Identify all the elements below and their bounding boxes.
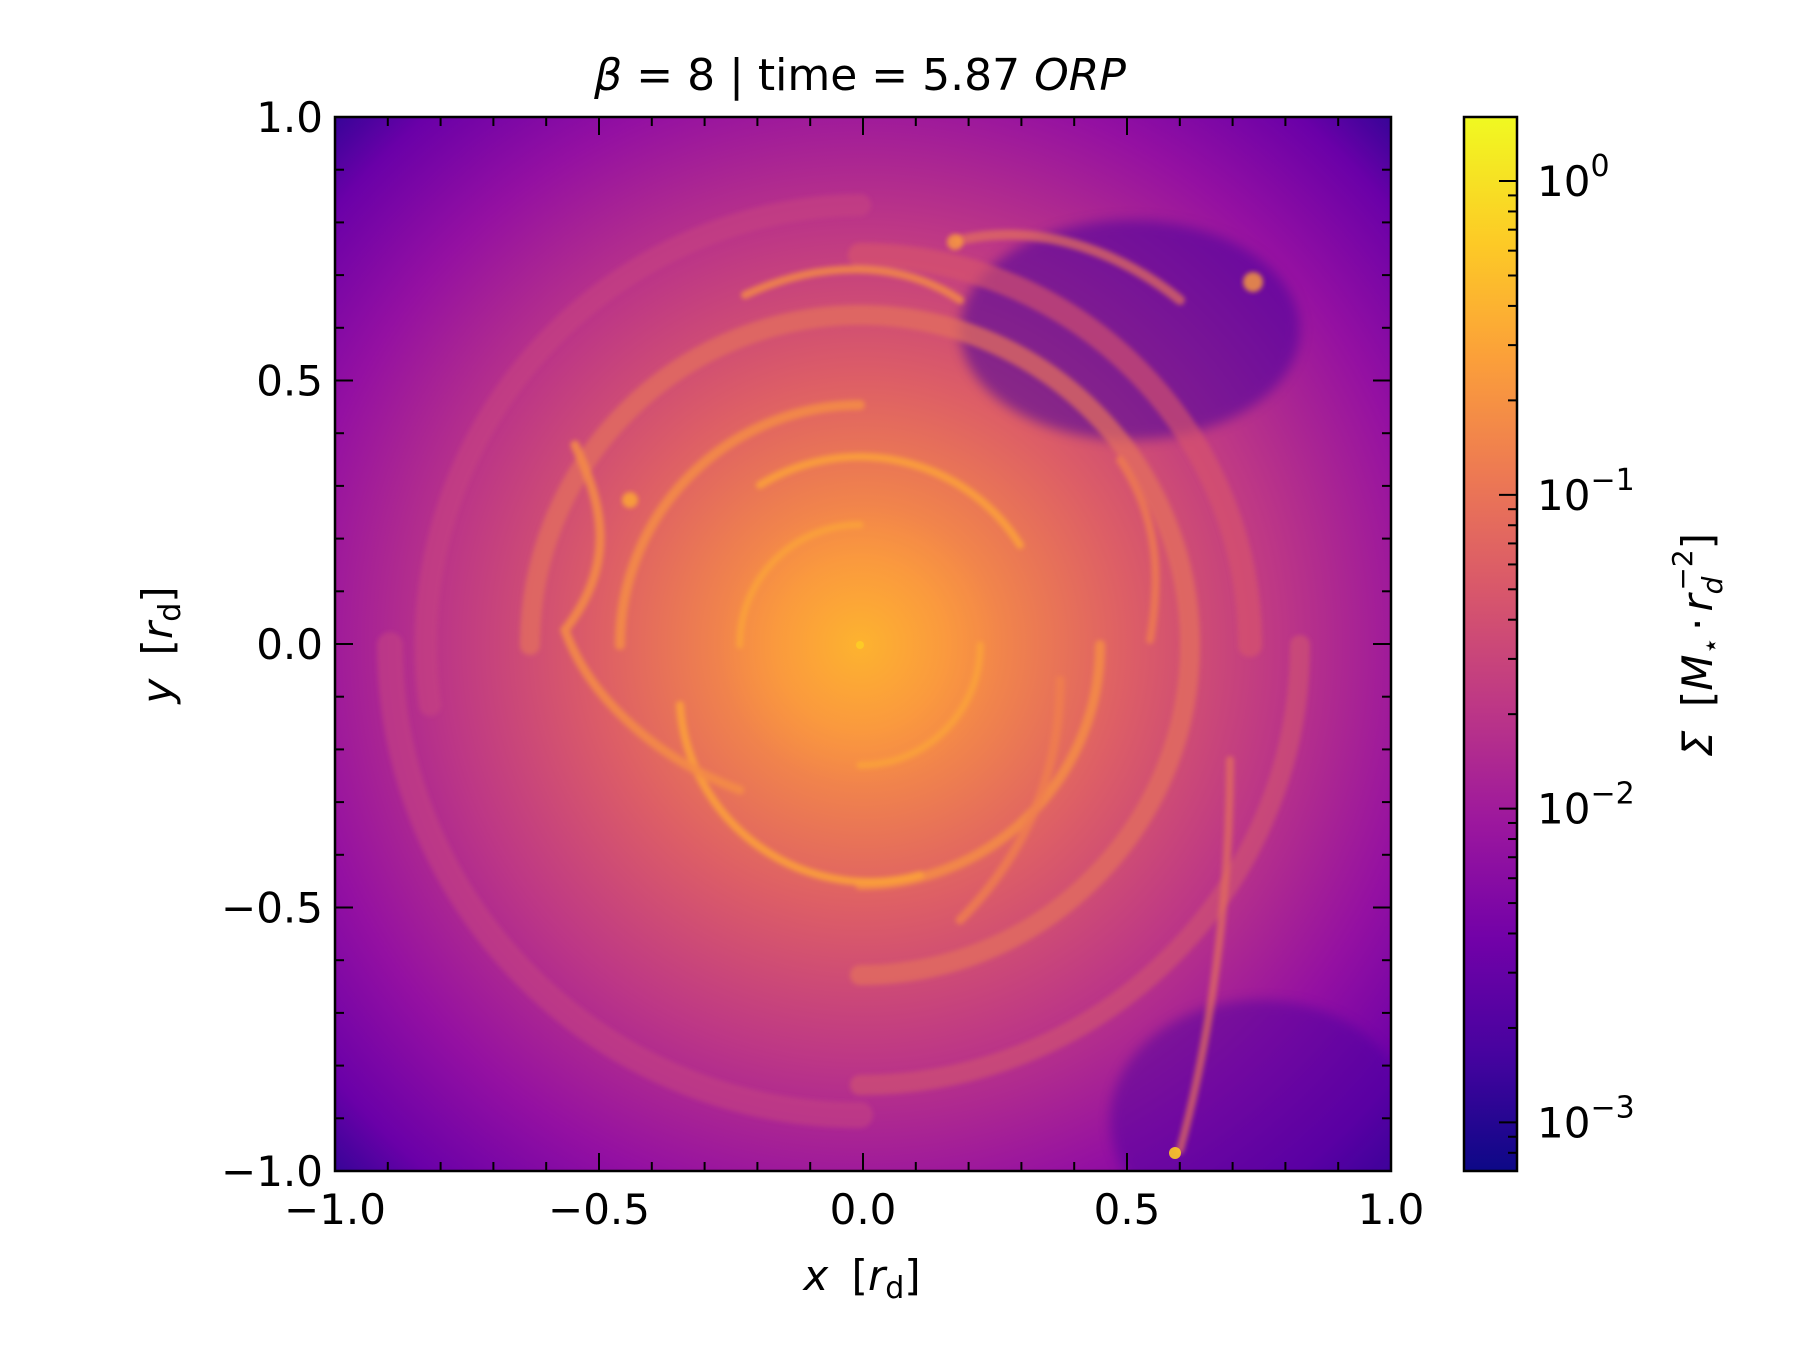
y-tick-label: 0.0 bbox=[256, 620, 323, 669]
y-axis-ticks: −1.0 −0.5 0.0 0.5 1.0 bbox=[221, 93, 1391, 1196]
x-tick-label: −1.0 bbox=[284, 1185, 386, 1234]
colorbar-ticks: 10−3 10−2 10−1 100 bbox=[1499, 149, 1635, 1172]
x-axis-label: x [rd] bbox=[801, 1251, 920, 1306]
y-tick-label: −0.5 bbox=[221, 884, 323, 933]
x-tick-label: −0.5 bbox=[548, 1185, 650, 1234]
chart-title: β = 8 | time = 5.87 ORP bbox=[593, 50, 1126, 101]
y-axis-label: y [rd] bbox=[133, 586, 188, 705]
colorbar-gradient bbox=[1462, 115, 1519, 1173]
colorbar-tick-label: 10−2 bbox=[1537, 777, 1635, 834]
density-map bbox=[335, 117, 1391, 1171]
colorbar-tick-label: 10−1 bbox=[1537, 463, 1635, 520]
colorbar-tick-label: 10−3 bbox=[1537, 1090, 1635, 1147]
y-tick-label: 0.5 bbox=[256, 357, 323, 406]
x-axis-ticks: −1.0 −0.5 0.0 0.5 1.0 bbox=[284, 117, 1424, 1234]
x-tick-label: 0.5 bbox=[1094, 1185, 1161, 1234]
colorbar: 10−3 10−2 10−1 100 bbox=[1462, 115, 1635, 1173]
x-tick-label: 0.0 bbox=[830, 1185, 897, 1234]
y-tick-label: 1.0 bbox=[256, 93, 323, 142]
colorbar-label: Σ [M⋆·rd−2] bbox=[1666, 533, 1729, 757]
x-tick-label: 1.0 bbox=[1358, 1185, 1425, 1234]
y-tick-label: −1.0 bbox=[221, 1147, 323, 1196]
colorbar-tick-label: 100 bbox=[1537, 149, 1610, 206]
